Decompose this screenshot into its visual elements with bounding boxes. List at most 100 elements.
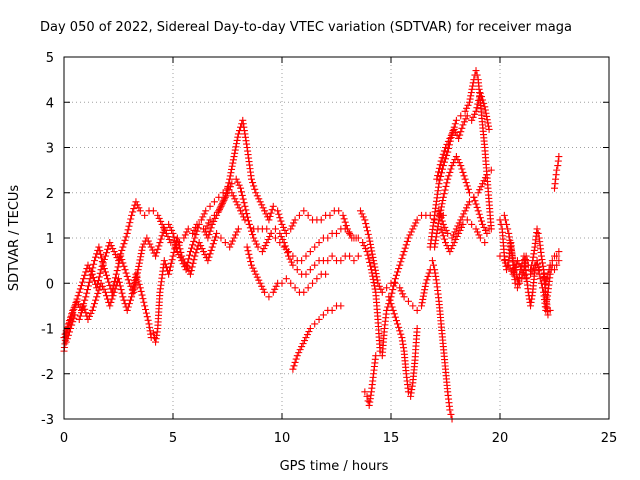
data-point xyxy=(444,137,452,145)
data-point xyxy=(244,217,252,225)
data-point xyxy=(474,189,482,197)
data-point xyxy=(483,112,491,120)
data-point xyxy=(260,245,268,253)
data-point xyxy=(111,285,119,293)
data-point xyxy=(505,261,513,269)
data-point xyxy=(231,149,239,157)
data-point xyxy=(100,265,108,273)
data-point xyxy=(455,229,463,237)
data-point xyxy=(246,224,254,232)
data-point xyxy=(112,251,120,259)
data-point xyxy=(67,313,75,321)
data-point xyxy=(208,243,216,251)
data-point xyxy=(396,261,404,269)
data-point xyxy=(367,262,375,270)
data-point xyxy=(80,275,88,283)
data-point xyxy=(476,214,484,222)
data-point xyxy=(477,217,485,225)
data-point xyxy=(126,296,134,304)
data-point xyxy=(87,271,95,279)
data-point xyxy=(202,207,210,215)
data-point xyxy=(463,182,471,190)
data-point xyxy=(160,257,168,265)
data-point xyxy=(138,246,146,254)
data-point xyxy=(89,264,97,272)
data-point xyxy=(404,297,412,305)
data-point xyxy=(237,207,245,215)
data-point xyxy=(402,241,410,249)
data-point xyxy=(476,89,484,97)
data-point xyxy=(200,248,208,256)
data-point xyxy=(372,352,380,360)
data-point xyxy=(122,269,130,277)
data-point xyxy=(132,198,140,206)
data-point xyxy=(452,225,460,233)
data-point xyxy=(441,186,449,194)
data-point xyxy=(169,229,177,237)
data-point xyxy=(263,239,271,247)
data-point xyxy=(175,241,183,249)
data-point xyxy=(481,226,489,234)
data-point xyxy=(433,175,441,183)
data-point xyxy=(460,118,468,126)
data-point xyxy=(234,130,242,138)
data-point xyxy=(298,257,306,265)
data-point xyxy=(438,154,446,162)
data-point xyxy=(263,225,271,233)
data-point xyxy=(205,253,213,261)
data-point xyxy=(122,233,130,241)
data-point xyxy=(271,234,279,242)
data-point xyxy=(368,250,376,258)
data-point xyxy=(396,327,404,335)
data-point xyxy=(186,248,194,256)
data-point xyxy=(212,233,220,241)
data-point xyxy=(118,255,126,263)
data-point xyxy=(159,228,167,236)
data-point xyxy=(366,258,374,266)
data-point xyxy=(233,136,241,144)
data-point xyxy=(190,226,198,234)
data-point xyxy=(451,228,459,236)
data-point xyxy=(117,286,125,294)
data-point xyxy=(125,222,133,230)
data-point xyxy=(451,120,459,128)
data-point xyxy=(170,248,178,256)
data-point xyxy=(218,199,226,207)
data-point xyxy=(436,161,444,169)
data-point xyxy=(388,303,396,311)
data-point xyxy=(293,352,301,360)
data-point xyxy=(430,261,438,269)
data-point xyxy=(485,125,493,133)
data-point xyxy=(397,287,405,295)
data-point xyxy=(363,248,371,256)
data-point xyxy=(79,278,87,286)
data-point xyxy=(206,216,214,224)
data-point xyxy=(119,259,127,267)
data-point xyxy=(230,153,238,161)
data-point xyxy=(446,168,454,176)
data-point xyxy=(95,286,103,294)
data-point xyxy=(464,101,472,109)
data-point xyxy=(466,95,474,103)
data-point xyxy=(165,220,173,228)
data-point xyxy=(337,302,345,310)
data-point xyxy=(436,210,444,218)
data-point xyxy=(555,257,563,265)
data-point xyxy=(391,313,399,321)
data-point xyxy=(65,317,73,325)
data-point xyxy=(137,250,145,258)
data-point xyxy=(555,248,563,256)
series-track-n xyxy=(433,89,493,183)
data-point xyxy=(437,172,445,180)
data-point xyxy=(452,236,460,244)
data-point xyxy=(356,207,364,215)
data-point xyxy=(364,230,372,238)
data-point xyxy=(128,290,136,298)
data-point xyxy=(313,275,321,283)
data-point xyxy=(409,302,417,310)
data-point xyxy=(63,323,71,331)
data-point xyxy=(450,125,458,133)
data-point xyxy=(363,227,371,235)
data-point xyxy=(118,246,126,254)
data-point xyxy=(106,302,114,310)
